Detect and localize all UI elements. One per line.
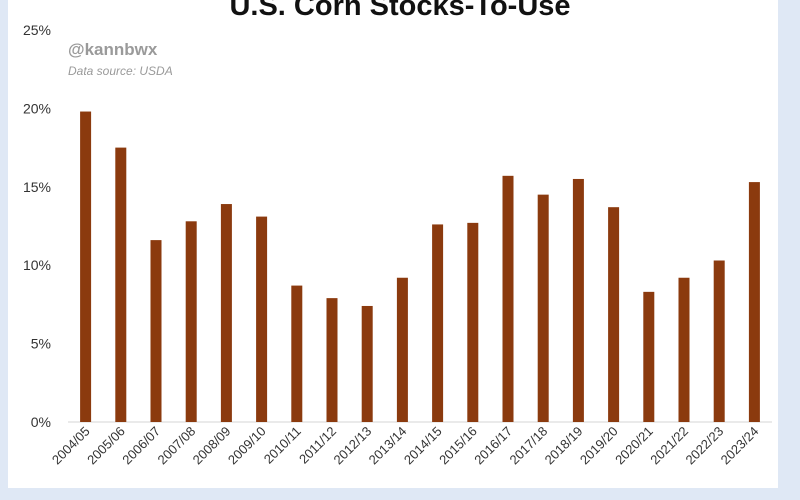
- x-tick-label: 2006/07: [119, 424, 163, 468]
- x-tick-label: 2007/08: [154, 424, 198, 468]
- y-tick-label: 5%: [31, 336, 51, 352]
- bar: [502, 175, 514, 422]
- bar: [432, 224, 444, 422]
- y-tick-label: 25%: [23, 22, 51, 38]
- x-tick-label: 2010/11: [261, 424, 304, 467]
- bar: [537, 194, 549, 422]
- bar: [185, 221, 197, 422]
- bars-group: [80, 111, 760, 422]
- bar: [220, 204, 232, 422]
- bar: [361, 305, 373, 422]
- bar: [291, 285, 303, 422]
- y-tick-label: 15%: [23, 179, 51, 195]
- y-tick-label: 20%: [23, 100, 51, 116]
- x-tick-label: 2023/24: [718, 424, 762, 468]
- x-tick-label: 2022/23: [682, 424, 726, 468]
- y-tick-label: 10%: [23, 257, 51, 273]
- x-tick-label: 2009/10: [225, 424, 269, 468]
- bar: [80, 111, 92, 422]
- x-tick-label: 2004/05: [49, 424, 93, 468]
- author-handle: @kannbwx: [68, 40, 158, 59]
- bar: [643, 291, 655, 422]
- y-axis-ticks: 0% 5% 10% 15% 20% 25%: [23, 22, 51, 430]
- bar: [115, 147, 127, 422]
- x-tick-label: 2015/16: [436, 424, 480, 468]
- chart-title: U.S. Corn Stocks-To-Use: [229, 0, 570, 22]
- bar: [608, 207, 620, 422]
- bar: [396, 277, 408, 422]
- x-tick-label: 2005/06: [84, 424, 128, 468]
- bar: [256, 216, 268, 422]
- bar: [150, 240, 162, 422]
- x-tick-label: 2012/13: [330, 424, 374, 468]
- bar: [467, 222, 479, 422]
- bar: [748, 182, 760, 422]
- bar: [326, 298, 338, 422]
- x-tick-label: 2014/15: [401, 424, 445, 468]
- data-source-note: Data source: USDA: [68, 64, 173, 78]
- x-tick-label: 2013/14: [366, 424, 410, 468]
- x-tick-label: 2021/22: [647, 424, 691, 468]
- x-tick-label: 2020/21: [612, 424, 656, 468]
- x-tick-label: 2017/18: [506, 424, 550, 468]
- y-tick-label: 0%: [31, 414, 51, 430]
- x-tick-label: 2016/17: [471, 424, 515, 468]
- bar: [713, 260, 725, 422]
- x-tick-label: 2018/19: [542, 424, 586, 468]
- x-tick-label: 2019/20: [577, 424, 621, 468]
- x-axis-ticks: 2004/052005/062006/072007/082008/092009/…: [49, 424, 762, 468]
- bar: [572, 178, 584, 422]
- bar: [678, 277, 690, 422]
- x-tick-label: 2008/09: [190, 424, 234, 468]
